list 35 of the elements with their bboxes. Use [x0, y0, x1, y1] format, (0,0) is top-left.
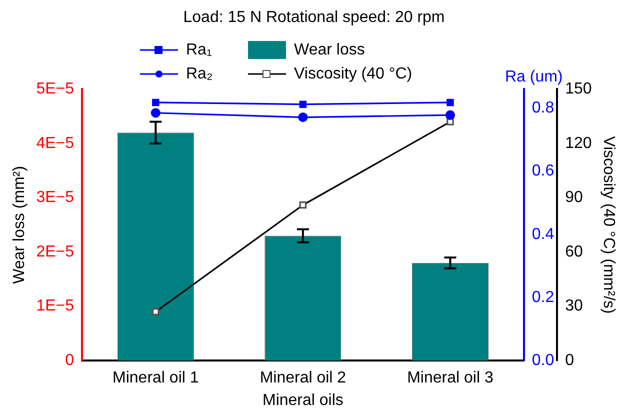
y-axis-title: Wear loss (mm²)	[11, 166, 28, 284]
y2-tick-label: 0.0	[532, 352, 554, 370]
x-tick-label: Mineral oil 1	[112, 370, 199, 387]
legend-label: Viscosity (40 °C)	[294, 65, 412, 82]
point	[152, 98, 160, 106]
y-tick-label: 0	[65, 352, 74, 370]
y3-axis-title: Viscosity (40 °C) (mm²/s)	[600, 136, 617, 314]
point	[299, 100, 307, 108]
x-tick-label: Mineral oil 2	[260, 370, 346, 387]
y2-tick-label: 0.2	[532, 288, 554, 306]
y2-axis-title: Ra (um)	[504, 68, 563, 86]
y3-tick-label: 60	[565, 243, 584, 260]
legend-label: Wear loss	[294, 41, 365, 58]
y3-tick-label: 120	[565, 134, 592, 152]
y-tick-label: 2E−5	[36, 243, 74, 260]
y3-tick-label: 0	[565, 352, 574, 370]
y-tick-label: 5E−5	[36, 80, 74, 98]
legend-label: Ra₂	[186, 65, 213, 82]
legend-label: Ra₁	[186, 41, 212, 58]
point	[150, 108, 160, 118]
point	[298, 112, 308, 122]
y2-tick-label: 0.6	[532, 162, 554, 180]
y3-tick-label: 90	[565, 189, 584, 206]
y-tick-label: 4E−5	[36, 134, 74, 152]
y2-tick-label: 0.4	[532, 226, 554, 243]
y3-tick-label: 150	[565, 80, 592, 98]
point	[445, 110, 456, 120]
y3-tick-label: 30	[565, 298, 584, 315]
point	[446, 98, 454, 106]
chart-title: Load: 15 N Rotational speed: 20 rpm	[183, 9, 445, 26]
x-tick-label: Mineral oil 3	[407, 370, 494, 387]
y2-tick-label: 0.8	[532, 100, 554, 117]
y-tick-label: 1E−5	[36, 298, 74, 315]
y-tick-label: 3E−5	[36, 189, 74, 206]
x-axis-title: Mineral oils	[262, 392, 344, 409]
